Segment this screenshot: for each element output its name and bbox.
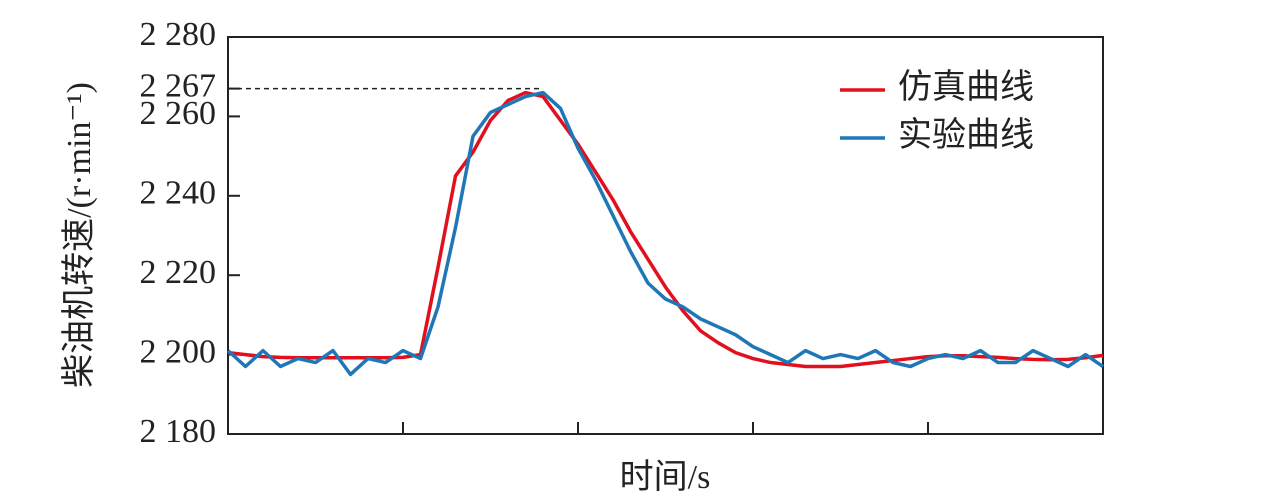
y-tick-label: 2 240 [140, 175, 217, 212]
y-tick-label: 2 200 [140, 333, 217, 370]
series-line [226, 90, 1104, 377]
y-tick-label: 2 220 [140, 254, 217, 291]
legend-label: 仿真曲线 [898, 68, 1034, 106]
plot-frame [227, 36, 1104, 435]
y-tick-label: 2 280 [140, 16, 217, 53]
y-axis-label: 柴油机转速/(r·min⁻¹) [60, 82, 98, 388]
y-tick-label: 2 260 [140, 95, 217, 132]
legend-label: 实验曲线 [898, 116, 1034, 154]
y-tick-label: 2 267 [140, 67, 217, 104]
x-axis-label: 时间/s [620, 459, 711, 496]
y-tick-label: 2 180 [140, 413, 217, 450]
